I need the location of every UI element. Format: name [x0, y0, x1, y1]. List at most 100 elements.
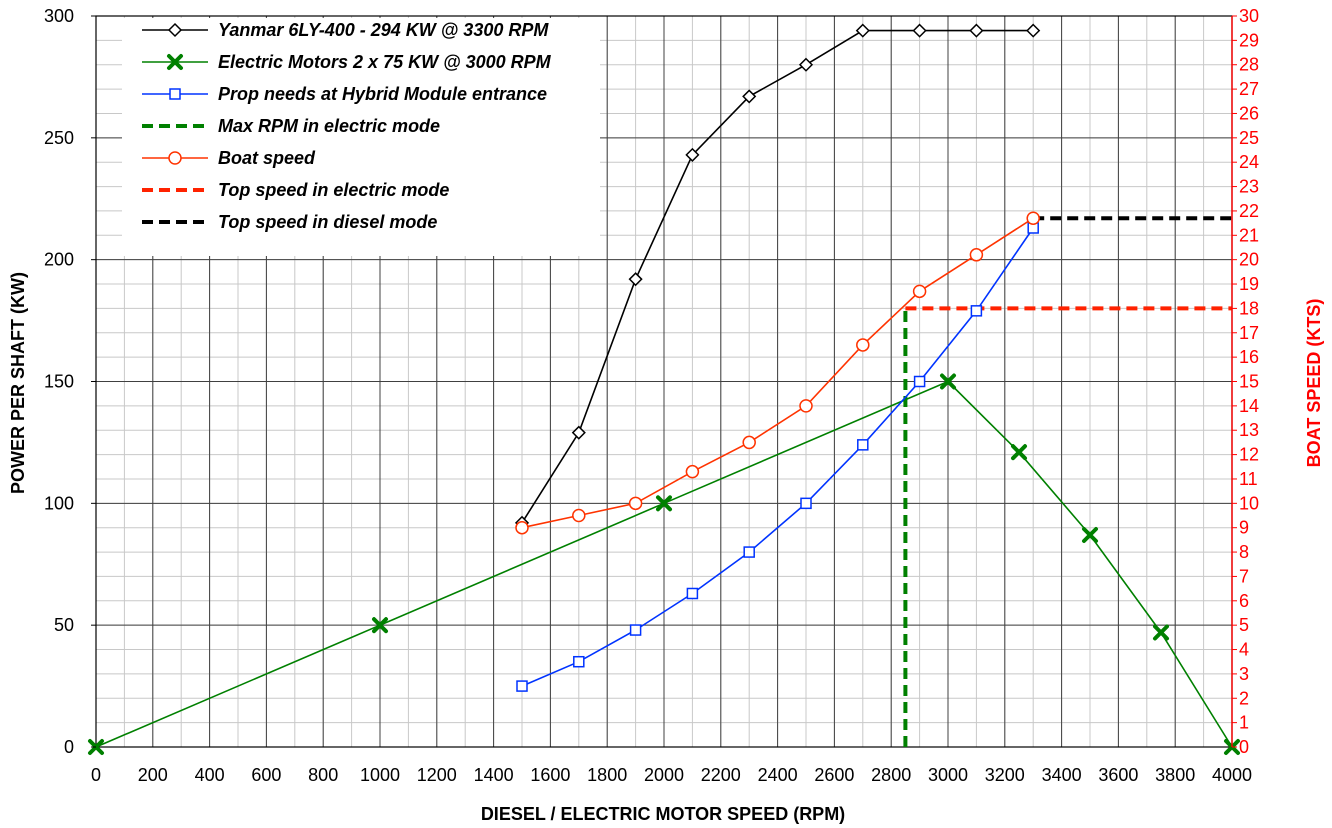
x-tick-label: 400 [195, 765, 225, 785]
y2-tick-label: 1 [1239, 713, 1249, 733]
y-axis-title: POWER PER SHAFT (KW) [8, 272, 28, 494]
y2-tick-label: 2 [1239, 688, 1249, 708]
legend-label: Boat speed [218, 148, 316, 168]
y-tick-label: 300 [44, 6, 74, 26]
x-tick-label: 1800 [587, 765, 627, 785]
legend-marker [168, 151, 182, 165]
legend-label: Max RPM in electric mode [218, 116, 440, 136]
x-tick-label: 3400 [1042, 765, 1082, 785]
y2-tick-label: 23 [1239, 177, 1259, 197]
y2-tick-label: 5 [1239, 615, 1249, 635]
x-tick-label: 1600 [530, 765, 570, 785]
y2-tick-label: 16 [1239, 347, 1259, 367]
legend: Yanmar 6LY-400 - 294 KW @ 3300 RPM Electr… [122, 18, 600, 256]
legend-marker [167, 22, 183, 38]
y2-tick-label: 20 [1239, 250, 1259, 270]
y2-tick-label: 18 [1239, 298, 1259, 318]
data-point [1011, 444, 1027, 461]
x-tick-label: 800 [308, 765, 338, 785]
series-line [521, 227, 1034, 687]
data-point [969, 23, 984, 38]
legend-label: Top speed in diesel mode [218, 212, 437, 232]
y2-tick-label: 8 [1239, 542, 1249, 562]
legend-label: Top speed in electric mode [218, 180, 449, 200]
y2-tick-label: 13 [1239, 420, 1259, 440]
data-point [742, 89, 757, 104]
y-tick-label: 150 [44, 372, 74, 392]
x-tick-label: 2400 [758, 765, 798, 785]
y2-tick-label: 27 [1239, 79, 1259, 99]
data-point [685, 464, 700, 479]
legend-label: Prop needs at Hybrid Module entrance [218, 84, 547, 104]
y2-tick-label: 6 [1239, 591, 1249, 611]
y2-tick-label: 28 [1239, 55, 1259, 75]
y2-tick-label: 4 [1239, 640, 1249, 660]
data-point [940, 373, 956, 390]
x-tick-label: 3200 [985, 765, 1025, 785]
data-point [743, 546, 755, 558]
data-point [1082, 527, 1098, 544]
data-point [800, 497, 812, 510]
data-point [742, 435, 756, 450]
legend-box [122, 18, 600, 256]
data-point [970, 305, 983, 317]
legend-label: Electric Motors 2 x 75 KW @ 3000 RPM [218, 52, 552, 72]
y2-tick-label: 12 [1239, 445, 1259, 465]
data-point [628, 496, 643, 511]
data-point [1026, 211, 1040, 225]
series-2 [516, 222, 1039, 692]
y-tick-label: 50 [54, 615, 74, 635]
series-4 [515, 211, 1040, 535]
y2-tick-label: 25 [1239, 128, 1259, 148]
data-point [629, 624, 642, 636]
data-point [372, 617, 388, 634]
x-tick-label: 0 [91, 765, 101, 785]
y2-tick-label: 29 [1239, 30, 1259, 50]
y2-tick-label: 7 [1239, 566, 1249, 586]
y-tick-label: 0 [64, 737, 74, 757]
series-line [521, 217, 1034, 529]
data-point [1026, 23, 1041, 38]
data-point [798, 57, 814, 72]
data-point [685, 147, 700, 162]
data-point [856, 338, 870, 352]
y2-tick-label: 11 [1239, 469, 1258, 489]
y2-tick-label: 24 [1239, 152, 1259, 172]
y2-tick-label: 22 [1239, 201, 1259, 221]
data-point [686, 587, 699, 600]
data-point [912, 284, 927, 299]
legend-marker [167, 54, 183, 70]
x-tick-label: 3800 [1155, 765, 1195, 785]
x-tick-label: 1200 [417, 765, 457, 785]
y-tick-label: 200 [44, 250, 74, 270]
x-tick-label: 2000 [644, 765, 684, 785]
data-point [1153, 624, 1169, 641]
y2-tick-label: 21 [1239, 225, 1259, 245]
legend-label: Yanmar 6LY-400 - 294 KW @ 3300 RPM [218, 20, 549, 40]
y2-tick-label: 26 [1239, 103, 1259, 123]
y2-axis-title: BOAT SPEED (KTS) [1304, 299, 1324, 468]
data-point [628, 272, 643, 287]
x-tick-label: 3000 [928, 765, 968, 785]
data-point [912, 23, 927, 38]
x-tick-label: 3600 [1098, 765, 1138, 785]
data-point [855, 23, 870, 38]
x-axis-title: DIESEL / ELECTRIC MOTOR SPEED (RPM) [481, 804, 845, 824]
y2-tick-label: 9 [1239, 518, 1249, 538]
y2-tick-label: 19 [1239, 274, 1259, 294]
data-point [799, 399, 813, 413]
data-point [516, 680, 528, 692]
x-tick-label: 4000 [1212, 765, 1252, 785]
legend-marker [169, 88, 181, 100]
data-point [572, 508, 586, 523]
series-line [521, 29, 1034, 524]
y-tick-label: 250 [44, 128, 74, 148]
series-0 [514, 23, 1041, 530]
series-line [95, 380, 1233, 748]
series-layer [88, 23, 1240, 755]
x-tick-label: 600 [251, 765, 281, 785]
y2-tick-label: 0 [1239, 737, 1249, 757]
data-point [571, 425, 586, 440]
x-tick-label: 2600 [814, 765, 854, 785]
